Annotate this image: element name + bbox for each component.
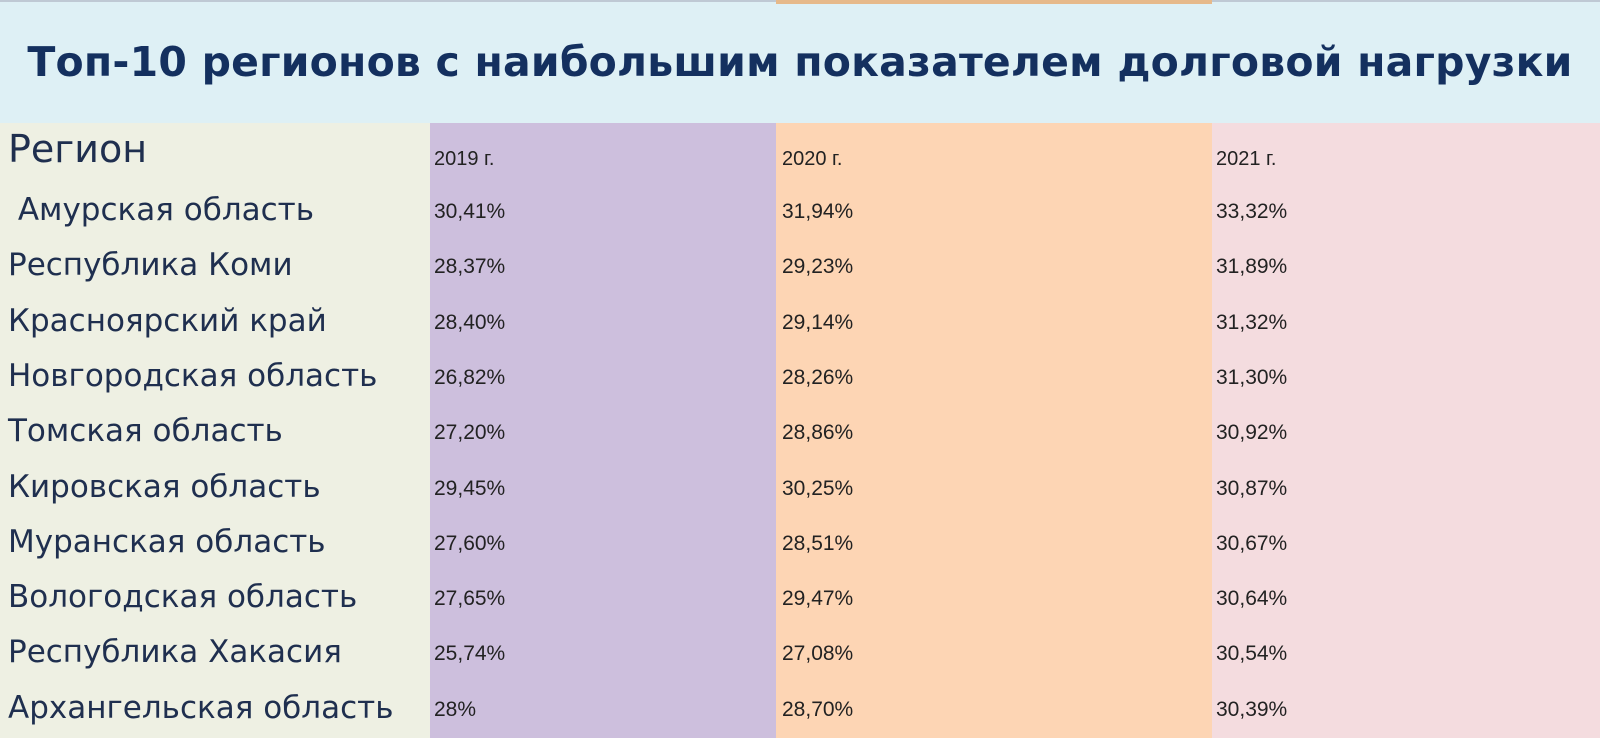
value-cell: 30,87% (1216, 476, 1288, 500)
value-cell: 28% (434, 697, 477, 721)
region-name: Республика Хакасия (8, 634, 342, 671)
value-cell: 27,60% (434, 531, 506, 555)
column-2020 (776, 123, 1212, 738)
region-column (0, 123, 430, 738)
value-cell: 33,32% (1216, 200, 1288, 223)
header-year-2: 2020 г. (782, 148, 843, 170)
value-cell: 27,65% (434, 587, 506, 611)
value-cell: 28,40% (434, 310, 506, 334)
table-title: Топ-10 регионов с наибольшим показателем… (27, 38, 1573, 86)
value-cell: 30,41% (434, 200, 506, 223)
value-cell: 28,37% (434, 255, 506, 279)
region-name: Архангельская область (8, 689, 394, 726)
region-name: Кировская область (8, 468, 321, 505)
header-year-1: 2019 г. (434, 148, 495, 170)
header-region: Регион (8, 127, 148, 171)
value-cell: 31,89% (1216, 255, 1288, 279)
region-name: Амурская область (8, 192, 315, 228)
region-name: Муранская область (8, 523, 326, 560)
value-cell: 27,08% (782, 642, 854, 666)
region-name: Республика Коми (8, 247, 293, 284)
column-2021 (1212, 123, 1600, 738)
region-name: Красноярский край (8, 302, 327, 339)
value-cell: 31,94% (782, 200, 854, 223)
title-accent-bar (776, 0, 1212, 4)
value-cell: 25,74% (434, 642, 506, 666)
value-cell: 30,67% (1216, 531, 1288, 555)
value-cell: 28,26% (782, 365, 854, 389)
value-cell: 30,39% (1216, 697, 1288, 721)
value-cell: 29,47% (782, 587, 854, 611)
column-2019 (430, 123, 776, 738)
value-cell: 29,23% (782, 255, 854, 279)
value-cell: 31,30% (1216, 365, 1288, 389)
value-cell: 29,45% (434, 476, 506, 500)
region-name: Новгородская область (8, 357, 378, 394)
value-cell: 30,64% (1216, 587, 1288, 611)
region-name: Томская область (8, 413, 283, 450)
value-cell: 26,82% (434, 365, 506, 389)
value-cell: 28,70% (782, 697, 854, 721)
value-cell: 28,86% (782, 421, 854, 445)
value-cell: 27,20% (434, 421, 506, 445)
region-name: Вологодская область (8, 579, 358, 616)
value-cell: 30,25% (782, 476, 854, 500)
value-cell: 31,32% (1216, 310, 1288, 334)
value-cell: 29,14% (782, 310, 854, 334)
value-cell: 30,54% (1216, 642, 1288, 666)
value-cell: 28,51% (782, 531, 854, 555)
header-year-3: 2021 г. (1216, 148, 1277, 170)
value-cell: 30,92% (1216, 421, 1288, 445)
